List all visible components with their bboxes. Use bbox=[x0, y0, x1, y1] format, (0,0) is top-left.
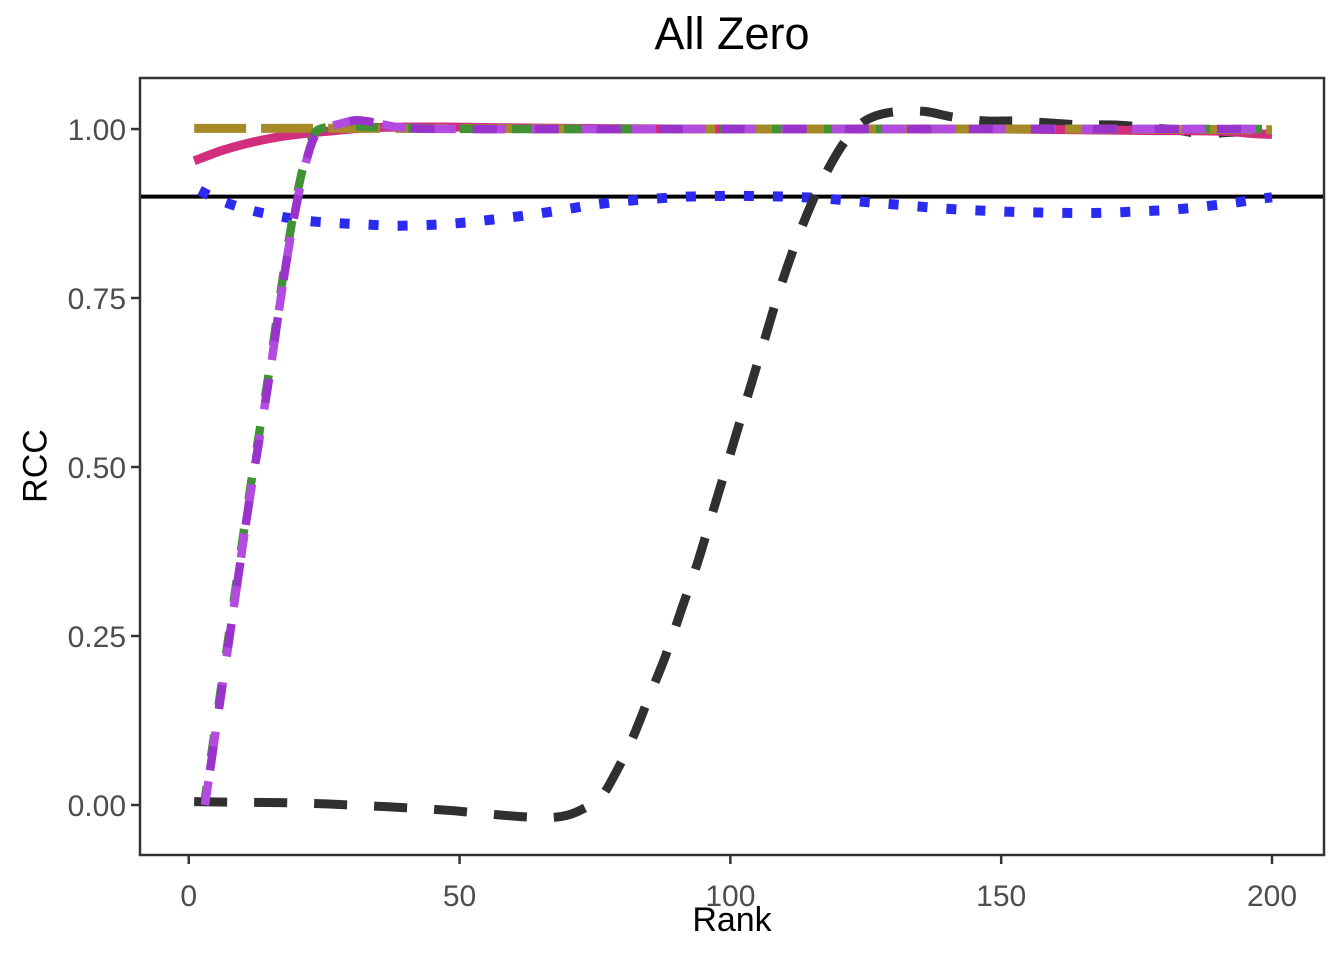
series-black-dashed bbox=[194, 106, 1273, 823]
y-tick-label: 0.25 bbox=[68, 621, 126, 654]
x-tick-label: 50 bbox=[443, 880, 476, 913]
y-axis-title: RCC bbox=[16, 429, 55, 503]
chart-title: All Zero bbox=[654, 8, 810, 59]
y-tick-label: 1.00 bbox=[68, 114, 126, 147]
x-tick-label: 150 bbox=[976, 880, 1026, 913]
series-blue-dotted bbox=[197, 186, 1273, 231]
series-green-dashed bbox=[200, 122, 1272, 799]
y-tick-label: 0.00 bbox=[68, 790, 126, 823]
x-tick-label: 0 bbox=[180, 880, 197, 913]
x-tick-label: 200 bbox=[1247, 880, 1297, 913]
series-purple-dashed bbox=[200, 115, 1272, 806]
plot-panel-border bbox=[138, 76, 1326, 857]
y-tick-label: 0.75 bbox=[68, 283, 126, 316]
x-axis-title: Rank bbox=[692, 901, 772, 939]
y-tick-label: 0.50 bbox=[68, 452, 126, 485]
x-tick-label: 100 bbox=[705, 880, 755, 913]
series-orchid-dashed bbox=[200, 115, 1272, 806]
